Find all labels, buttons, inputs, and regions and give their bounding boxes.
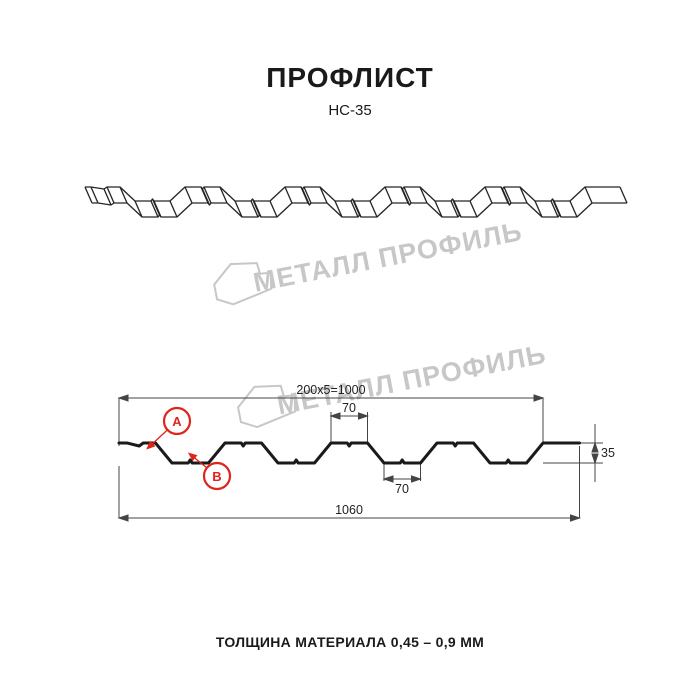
svg-text:70: 70 — [395, 482, 409, 496]
svg-text:200x5=1000: 200x5=1000 — [296, 383, 365, 397]
svg-text:B: B — [212, 469, 221, 484]
svg-text:1060: 1060 — [335, 503, 363, 517]
svg-text:70: 70 — [342, 401, 356, 415]
svg-text:35: 35 — [601, 446, 615, 460]
svg-text:A: A — [172, 414, 182, 429]
